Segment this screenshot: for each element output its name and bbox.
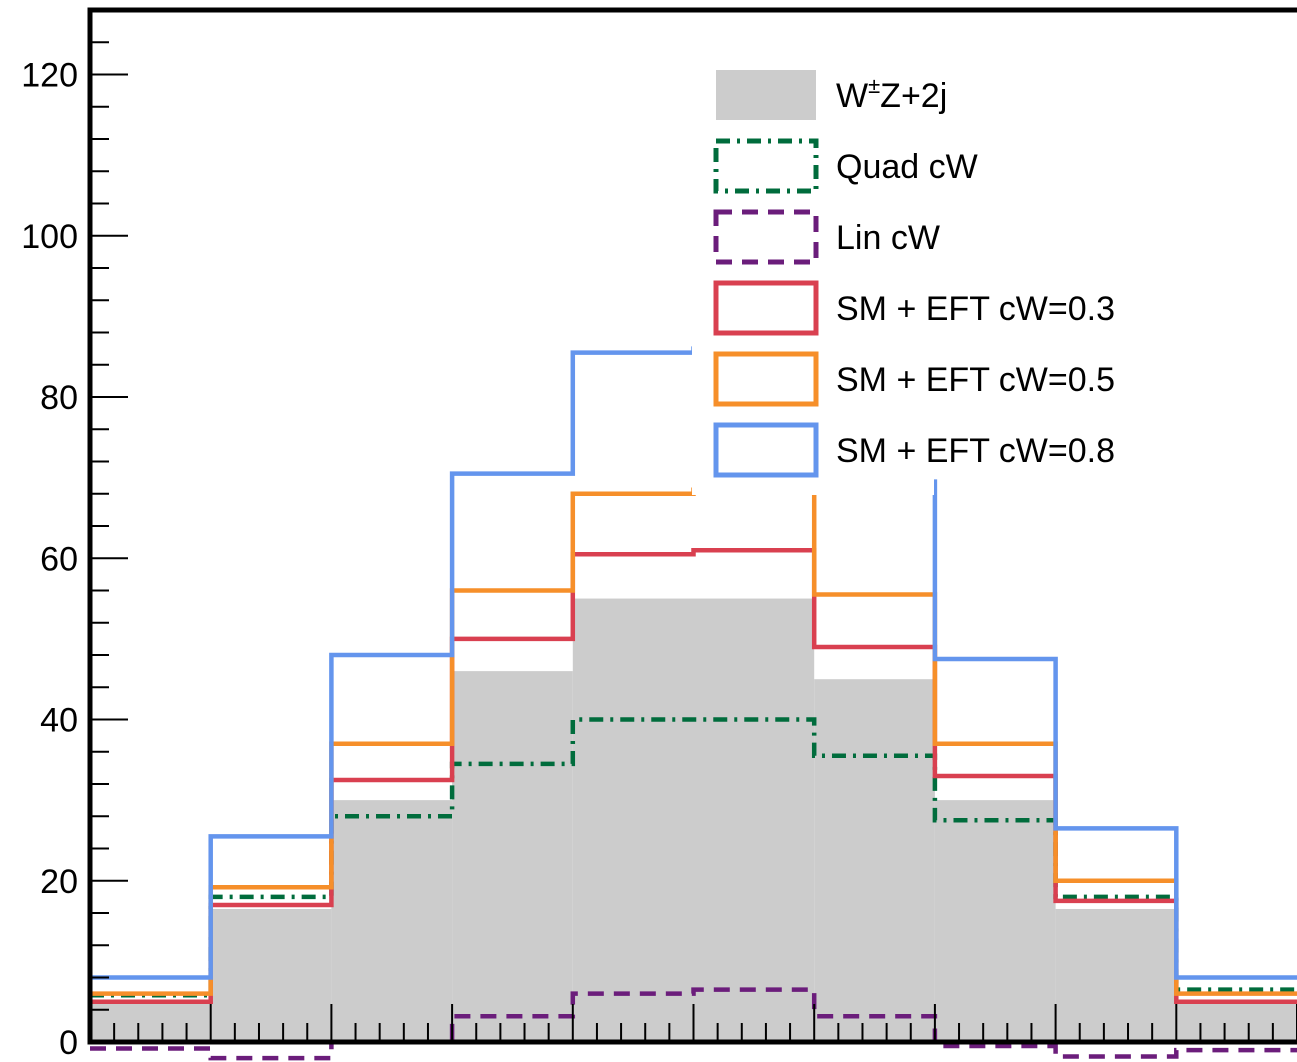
legend-background (692, 55, 934, 495)
y-axis: 0 20 40 60 80 100 120 (21, 9, 128, 1062)
background-bar (452, 671, 573, 1042)
background-bar (331, 800, 453, 1042)
y-tick-label: 0 (59, 1024, 78, 1062)
background-histogram-layer (90, 598, 1297, 1042)
legend-swatch-background (716, 70, 816, 120)
y-tick-label: 40 (40, 702, 78, 740)
legend-swatch-2 (713, 280, 819, 336)
legend-swatch-0 (713, 138, 819, 194)
series-line-1 (90, 987, 1297, 1061)
legend: W±Z+2j Quad cW Lin cW SM + EFT cW=0.3 SM + E… (713, 70, 1115, 478)
background-bar (693, 598, 815, 1042)
legend-label-2: SM + EFT cW=0.3 (836, 290, 1115, 328)
legend-label-superscript: ± (868, 73, 880, 98)
legend-label-background: W±Z+2j (836, 73, 947, 115)
background-bar (210, 908, 332, 1042)
background-bar (934, 800, 1056, 1042)
x-axis (89, 1004, 1297, 1042)
y-tick-label: 120 (21, 57, 78, 95)
legend-swatch-1 (713, 209, 819, 265)
y-tick-label: 20 (40, 863, 78, 901)
background-bar (90, 1000, 211, 1042)
y-tick-label: 80 (40, 379, 78, 417)
legend-label-1: Lin cW (836, 219, 940, 257)
legend-swatch-3 (713, 351, 819, 407)
background-bar (1055, 908, 1177, 1042)
background-bar (814, 679, 935, 1042)
background-bar (572, 598, 694, 1042)
legend-label-rest: Z+2j (880, 77, 947, 115)
y-tick-label: 100 (21, 218, 78, 256)
legend-swatch-4 (713, 422, 819, 478)
legend-label-3: SM + EFT cW=0.5 (836, 361, 1115, 399)
background-bar (1176, 1000, 1297, 1042)
legend-label-0: Quad cW (836, 148, 978, 186)
y-tick-label: 60 (40, 540, 78, 578)
legend-label-4: SM + EFT cW=0.8 (836, 432, 1115, 470)
legend-label-base: W (836, 77, 868, 115)
